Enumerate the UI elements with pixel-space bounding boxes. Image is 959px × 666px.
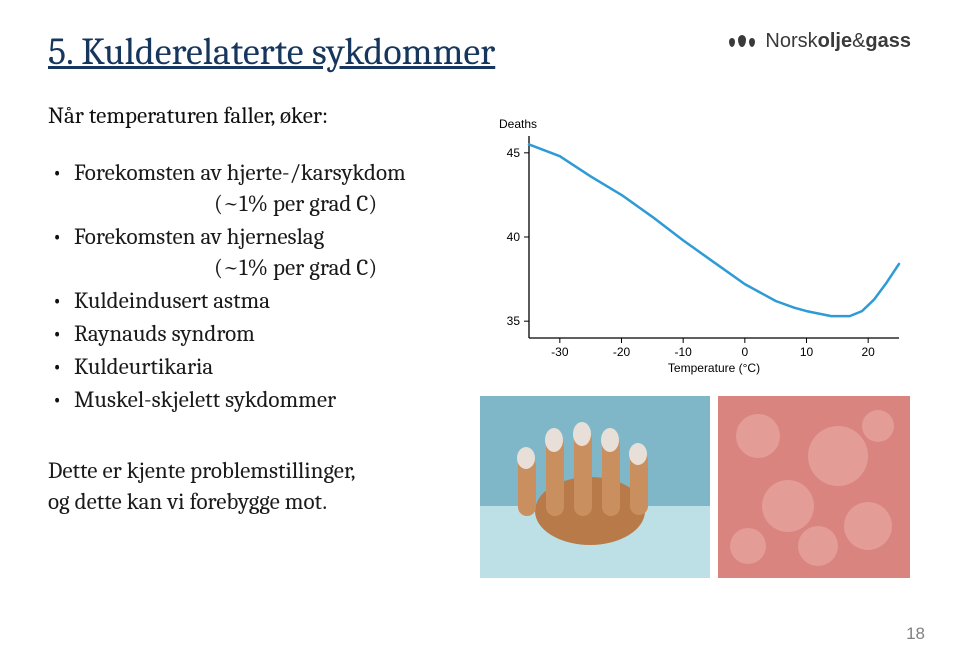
logo-drops-icon [729,35,755,47]
photo-raynaud-hand [480,396,710,578]
bullet-subtext: (~1% per grad C) [74,252,478,283]
list-item: Raynauds syndrom [48,318,478,349]
svg-text:45: 45 [507,146,521,160]
svg-text:Deaths: Deaths [499,117,537,131]
deaths-vs-temperature-chart: 35 40 45 -30 -20 -10 0 10 20 Deaths Temperature (°… [479,112,911,382]
svg-text:20: 20 [861,345,875,359]
svg-text:10: 10 [800,345,814,359]
svg-text:40: 40 [507,230,521,244]
list-item: Forekomsten av hjerte-/karsykdom (~1% pe… [48,157,478,219]
bullet-list: Forekomsten av hjerte-/karsykdom (~1% pe… [48,157,478,415]
svg-text:0: 0 [741,345,748,359]
conclusion: Dette er kjente problemstillinger, og de… [48,455,478,517]
list-item: Forekomsten av hjerneslag (~1% per grad … [48,221,478,283]
hand-photo-placeholder [480,396,710,578]
conclusion-line: Dette er kjente problemstillinger, [48,457,356,484]
bullet-text: Forekomsten av hjerneslag [74,223,324,250]
conclusion-line: og dette kan vi forebygge mot. [48,488,327,515]
brand-logo: Norskolje&gass [651,30,911,53]
list-item: Muskel-skjelett sykdommer [48,384,478,415]
svg-text:-10: -10 [674,345,692,359]
bullet-text: Forekomsten av hjerte-/karsykdom [74,159,406,186]
logo-text: Norskolje&gass [765,30,911,53]
photo-urticaria-skin [718,396,910,578]
svg-text:-20: -20 [613,345,631,359]
svg-text:35: 35 [507,314,521,328]
subtitle: Når temperaturen faller, øker: [48,102,478,129]
list-item: Kuldeurtikaria [48,351,478,382]
svg-text:-30: -30 [551,345,569,359]
bullet-subtext: (~1% per grad C) [74,188,478,219]
svg-text:Temperature (°C): Temperature (°C) [668,361,760,375]
list-item: Kuldeindusert astma [48,285,478,316]
left-column: Når temperaturen faller, øker: Forekomst… [48,102,478,517]
slide: Norskolje&gass 5. Kulderelaterte sykdomm… [0,0,959,666]
line-chart-svg: 35 40 45 -30 -20 -10 0 10 20 Deaths Temperature (°… [479,112,911,382]
skin-photo-placeholder [718,396,910,578]
page-number: 18 [906,624,925,644]
